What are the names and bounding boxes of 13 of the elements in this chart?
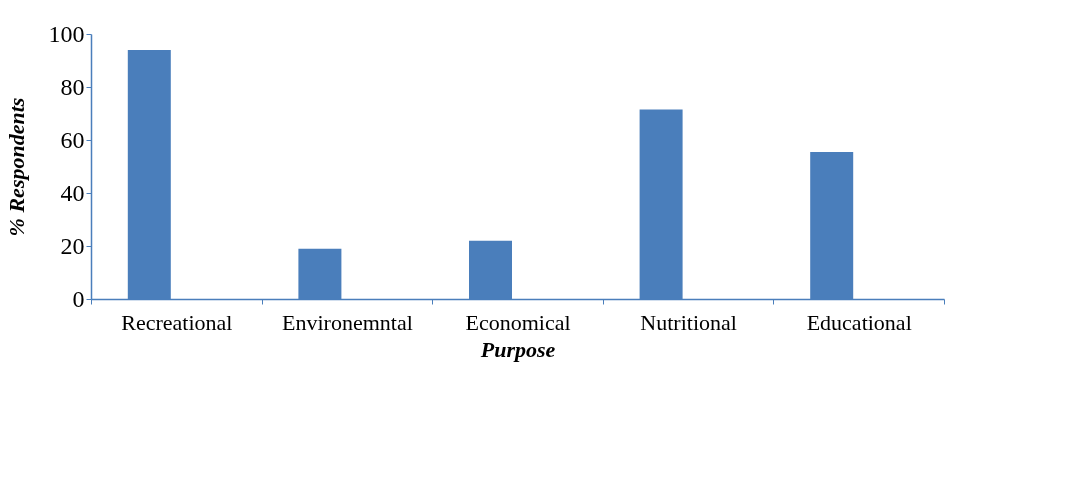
y-tick-label: 80 [60, 73, 85, 100]
y-tick-label: 20 [60, 232, 85, 259]
y-tick-label: 40 [60, 179, 85, 206]
y-tick-label: 60 [60, 126, 85, 153]
x-tick-label: Recreational [121, 309, 233, 335]
y-axis-title: % Respondents [3, 97, 29, 237]
x-tick-label: Nutritional [640, 309, 737, 335]
x-tick-label: Educational [806, 309, 912, 335]
y-tick-label: 0 [72, 285, 85, 312]
y-tick-label: 100 [48, 20, 85, 47]
x-axis-title: Purpose [479, 336, 556, 362]
x-tick-label: Environemntal [282, 309, 413, 335]
x-tick-label: Economical [465, 309, 571, 335]
